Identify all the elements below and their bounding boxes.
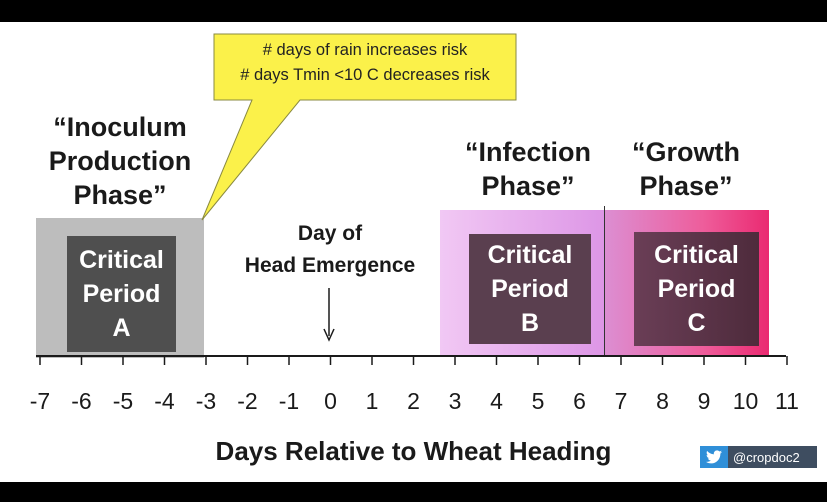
tick-label: -5 [112, 388, 134, 414]
slide: Critical Period A Critical Period B Crit… [0, 22, 827, 482]
tick-marks [39, 356, 788, 365]
inoculum-phase-title: “Inoculum Production Phase” [40, 110, 200, 212]
critical-period-b-line: B [520, 309, 540, 337]
tick-label: -7 [29, 388, 51, 414]
phase-title-line: Phase” [481, 171, 575, 201]
tick-label: 3 [448, 388, 462, 414]
critical-period-c-line: Period [657, 275, 736, 303]
critical-period-b: Critical Period B [469, 234, 591, 344]
phase-divider [604, 206, 605, 356]
twitter-bird-glyph [706, 450, 722, 464]
phase-title-line: Phase” [639, 171, 733, 201]
phase-title-line: “Infection [465, 137, 591, 167]
tick-label: 2 [407, 388, 420, 414]
twitter-bird-icon [700, 446, 728, 468]
tick-label: 5 [531, 388, 545, 414]
twitter-badge: @cropdoc2 [700, 446, 817, 468]
callout-bubble [201, 33, 517, 221]
letterbox-top [0, 0, 827, 22]
tick-label: -2 [237, 388, 258, 414]
tick-label: 10 [732, 388, 759, 414]
critical-period-a-line: Critical [79, 246, 164, 274]
twitter-handle: @cropdoc2 [728, 446, 817, 468]
critical-period-a: Critical Period A [67, 236, 176, 352]
phase-title-line: Phase” [73, 180, 167, 210]
critical-period-b-line: Critical [487, 241, 573, 269]
critical-period-b-line: Period [491, 275, 569, 303]
critical-period-a-line: Period [82, 280, 161, 308]
infection-phase-title: “Infection Phase” [448, 135, 608, 203]
tick-label: 8 [656, 388, 669, 414]
tick-label: 4 [490, 388, 503, 414]
callout-line: # days of rain increases risk [262, 41, 468, 59]
head-emergence-line: Head Emergence [244, 254, 416, 277]
critical-period-c-line: C [687, 309, 706, 337]
tick-label: -1 [278, 388, 300, 414]
callout-line: # days Tmin <10 C decreases risk [240, 66, 490, 84]
tick-label: 1 [365, 388, 379, 414]
tick-label: -3 [195, 388, 217, 414]
head-emergence-arrow [323, 288, 335, 342]
head-emergence-label: Day of Head Emergence [218, 218, 442, 282]
growth-phase-title: “Growth Phase” [606, 135, 766, 203]
tick-label: 9 [697, 388, 711, 414]
phase-title-line: “Growth [632, 137, 740, 167]
callout-shape [201, 33, 517, 221]
tick-label: -6 [71, 388, 92, 414]
day-axis [36, 355, 788, 365]
critical-period-a-line: A [112, 314, 131, 342]
critical-period-c: Critical Period C [634, 232, 759, 346]
tick-label: -4 [154, 388, 175, 414]
axis-title: Days Relative to Wheat Heading [215, 436, 612, 466]
head-emergence-line: Day of [297, 222, 363, 245]
letterbox-bottom [0, 482, 827, 502]
tick-label: 11 [775, 388, 799, 414]
callout-text: # days of rain increases risk # days Tmi… [218, 38, 512, 88]
tick-label: 7 [614, 388, 628, 414]
phase-title-line: Production [48, 146, 192, 176]
critical-period-c-line: Critical [654, 241, 739, 269]
tick-label: 6 [573, 388, 586, 414]
tick-label: 0 [324, 388, 337, 414]
phase-title-line: “Inoculum [53, 112, 187, 142]
